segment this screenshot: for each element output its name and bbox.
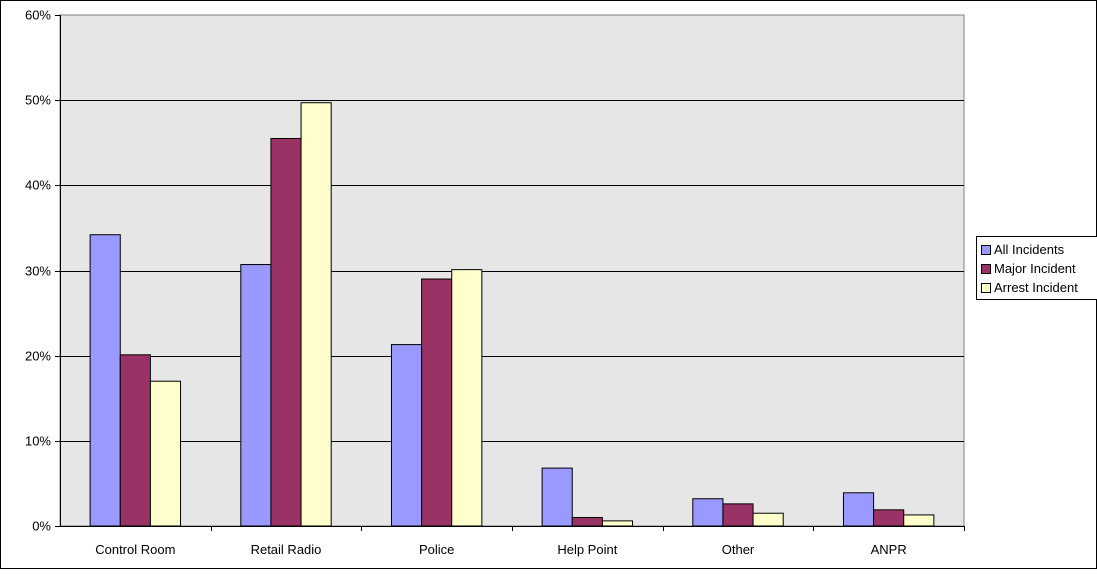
bar-major-incident-police [421, 278, 453, 527]
legend-swatch-major-incident [981, 263, 991, 274]
bar-arrest-incident-anpr [903, 514, 935, 527]
x-tick-label: Other [722, 542, 755, 557]
x-tick-label: Help Point [557, 542, 617, 557]
legend-label-all-incidents: All Incidents [994, 242, 1065, 257]
bar-major-incident-other [722, 503, 754, 527]
legend-label-major-incident: Major Incident [994, 261, 1076, 276]
y-tick-label: 20% [25, 349, 51, 364]
plot-area [59, 14, 965, 527]
bar-arrest-incident-retail-radio [300, 102, 332, 527]
y-tick-label: 30% [25, 264, 51, 279]
bar-arrest-incident-police [451, 269, 483, 527]
bar-all-incidents-anpr [842, 492, 875, 527]
y-tick-label: 10% [25, 434, 51, 449]
legend-label-arrest-incident: Arrest Incident [994, 280, 1078, 295]
axes [55, 15, 965, 531]
bar-major-incident-control-room [119, 354, 151, 527]
bar-arrest-incident-control-room [149, 380, 182, 527]
x-tick-label: ANPR [871, 542, 907, 557]
gridlines [60, 100, 964, 442]
axis-labels: 0% 10% 20% 30% 40% 50% 60% Control Room Retail R… [25, 8, 907, 558]
y-tick-label: 40% [25, 178, 51, 193]
bars [89, 102, 935, 527]
legend-swatch-arrest-incident [981, 282, 991, 293]
x-tick-label: Police [419, 542, 454, 557]
legend-item-major-incident: Major Incident [977, 259, 1097, 278]
bar-all-incidents-retail-radio [240, 264, 272, 527]
legend-swatch-all-incidents [981, 244, 991, 255]
bar-arrest-incident-help-point [601, 520, 634, 527]
bar-all-incidents-control-room [89, 234, 121, 527]
bar-all-incidents-help-point [541, 467, 573, 527]
legend-item-all-incidents: All Incidents [977, 240, 1097, 259]
bar-major-incident-anpr [873, 509, 905, 527]
x-tick-label: Retail Radio [251, 542, 322, 557]
y-tick-label: 50% [25, 93, 51, 108]
bar-all-incidents-police [390, 344, 423, 527]
bar-all-incidents-other [692, 498, 724, 527]
bar-major-incident-retail-radio [270, 137, 302, 527]
y-tick-label: 0% [32, 519, 51, 534]
bar-arrest-incident-other [752, 512, 784, 527]
legend: All Incidents Major Incident Arrest Inci… [976, 236, 1097, 300]
bar-major-incident-help-point [571, 516, 603, 527]
y-tick-label: 60% [25, 8, 51, 23]
legend-item-arrest-incident: Arrest Incident [977, 278, 1097, 297]
x-tick-label: Control Room [95, 542, 175, 557]
